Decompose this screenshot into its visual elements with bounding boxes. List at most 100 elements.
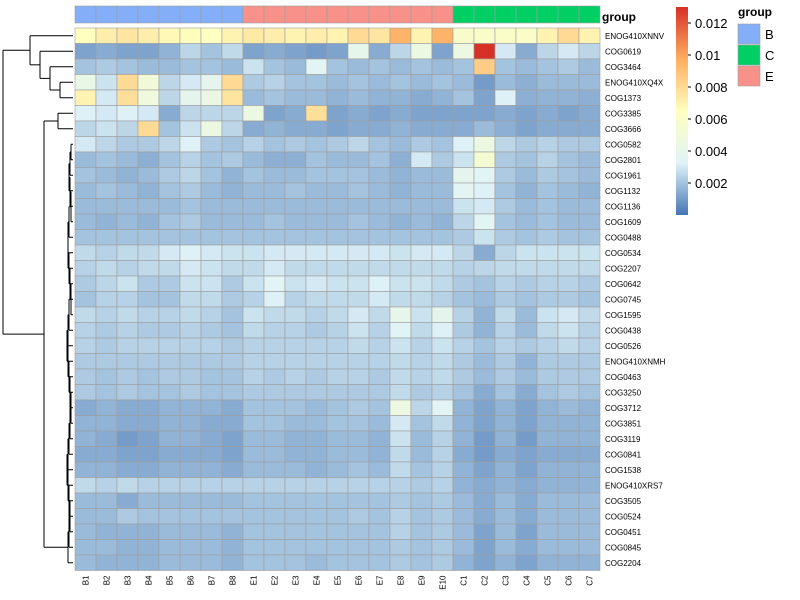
heatmap-cell <box>179 337 202 354</box>
annotation-cell-B3 <box>116 5 139 24</box>
row-label: COG0845 <box>605 543 642 552</box>
heatmap-cell <box>536 120 559 137</box>
heatmap-cell <box>326 167 349 184</box>
heatmap-cell <box>137 229 160 246</box>
heatmap-cell <box>326 306 349 323</box>
heatmap-cell <box>200 244 223 261</box>
heatmap-cell <box>179 182 202 199</box>
heatmap-cell <box>452 399 475 416</box>
heatmap-cell <box>494 353 517 370</box>
heatmap-cell <box>410 399 433 416</box>
heatmap-cell <box>74 213 97 230</box>
heatmap-cell <box>263 151 286 168</box>
column-label: C2 <box>481 575 490 586</box>
heatmap-cell <box>137 384 160 401</box>
heatmap-cell <box>263 120 286 137</box>
heatmap-cell <box>410 523 433 540</box>
heatmap-cell <box>95 291 118 308</box>
heatmap-cell <box>347 399 370 416</box>
heatmap-cell <box>389 492 412 509</box>
column-label: E4 <box>313 575 322 585</box>
heatmap-cell <box>368 523 391 540</box>
heatmap-cell <box>368 260 391 277</box>
heatmap-cell <box>515 136 538 153</box>
heatmap-cell <box>389 182 412 199</box>
heatmap-cell <box>452 74 475 91</box>
heatmap-cell <box>368 167 391 184</box>
heatmap-cell <box>536 58 559 75</box>
heatmap-cell <box>389 353 412 370</box>
heatmap-cell <box>494 229 517 246</box>
heatmap-cell <box>200 167 223 184</box>
heatmap-cell <box>326 260 349 277</box>
heatmap-cell <box>284 430 307 447</box>
heatmap-cell <box>494 384 517 401</box>
heatmap-cell <box>515 27 538 44</box>
heatmap-cell <box>578 182 601 199</box>
row-label: COG0526 <box>605 342 642 351</box>
heatmap-cell <box>221 322 244 339</box>
heatmap-cell <box>515 368 538 385</box>
heatmap-cell <box>179 229 202 246</box>
row-label: COG0488 <box>605 233 642 242</box>
heatmap-cell <box>452 213 475 230</box>
heatmap-cell <box>368 229 391 246</box>
heatmap-cell <box>452 244 475 261</box>
heatmap-cell <box>515 492 538 509</box>
heatmap-cell <box>284 337 307 354</box>
heatmap-cell <box>242 136 265 153</box>
heatmap-cell <box>473 198 496 215</box>
heatmap-cell <box>410 74 433 91</box>
heatmap-cell <box>578 508 601 525</box>
heatmap-cell <box>368 58 391 75</box>
heatmap-cell <box>263 322 286 339</box>
annotation-cell-E10 <box>431 5 454 24</box>
heatmap-cell <box>284 229 307 246</box>
heatmap-cell <box>515 430 538 447</box>
heatmap-cell <box>347 368 370 385</box>
heatmap-cell <box>137 446 160 463</box>
heatmap-cell <box>536 74 559 91</box>
heatmap-cell <box>536 446 559 463</box>
heatmap-cell <box>179 167 202 184</box>
heatmap-cell <box>578 167 601 184</box>
heatmap-cell <box>200 275 223 292</box>
heatmap-cell <box>368 43 391 60</box>
heatmap-cell <box>431 43 454 60</box>
heatmap-cell <box>452 229 475 246</box>
heatmap-cell <box>221 244 244 261</box>
heatmap-cell <box>494 151 517 168</box>
heatmap-cell <box>536 399 559 416</box>
heatmap-cell <box>473 275 496 292</box>
heatmap-cell <box>389 477 412 494</box>
heatmap-cell <box>557 244 580 261</box>
heatmap-cell <box>179 275 202 292</box>
heatmap-cell <box>515 415 538 432</box>
heatmap-cell <box>137 120 160 137</box>
heatmap-cell <box>158 539 181 556</box>
heatmap-cell <box>473 353 496 370</box>
heatmap-cell <box>473 322 496 339</box>
heatmap-cell <box>158 446 181 463</box>
annotation-cell-C4 <box>515 5 538 24</box>
heatmap-cell <box>347 353 370 370</box>
heatmap-cell <box>158 58 181 75</box>
heatmap-cell <box>536 244 559 261</box>
heatmap-cell <box>95 384 118 401</box>
heatmap-cell <box>431 58 454 75</box>
row-label: COG3250 <box>605 388 642 397</box>
heatmap-cell <box>389 260 412 277</box>
heatmap-cell <box>326 27 349 44</box>
heatmap-cell <box>74 399 97 416</box>
heatmap-cell <box>410 508 433 525</box>
heatmap-cell <box>410 213 433 230</box>
annotation-cell-E8 <box>389 5 412 24</box>
heatmap-cell <box>179 554 202 571</box>
heatmap-cell <box>116 120 139 137</box>
heatmap-cell <box>368 353 391 370</box>
heatmap-cell <box>179 415 202 432</box>
heatmap-cell <box>158 322 181 339</box>
heatmap-cell <box>242 492 265 509</box>
heatmap-cell <box>221 89 244 106</box>
heatmap-cell <box>578 384 601 401</box>
